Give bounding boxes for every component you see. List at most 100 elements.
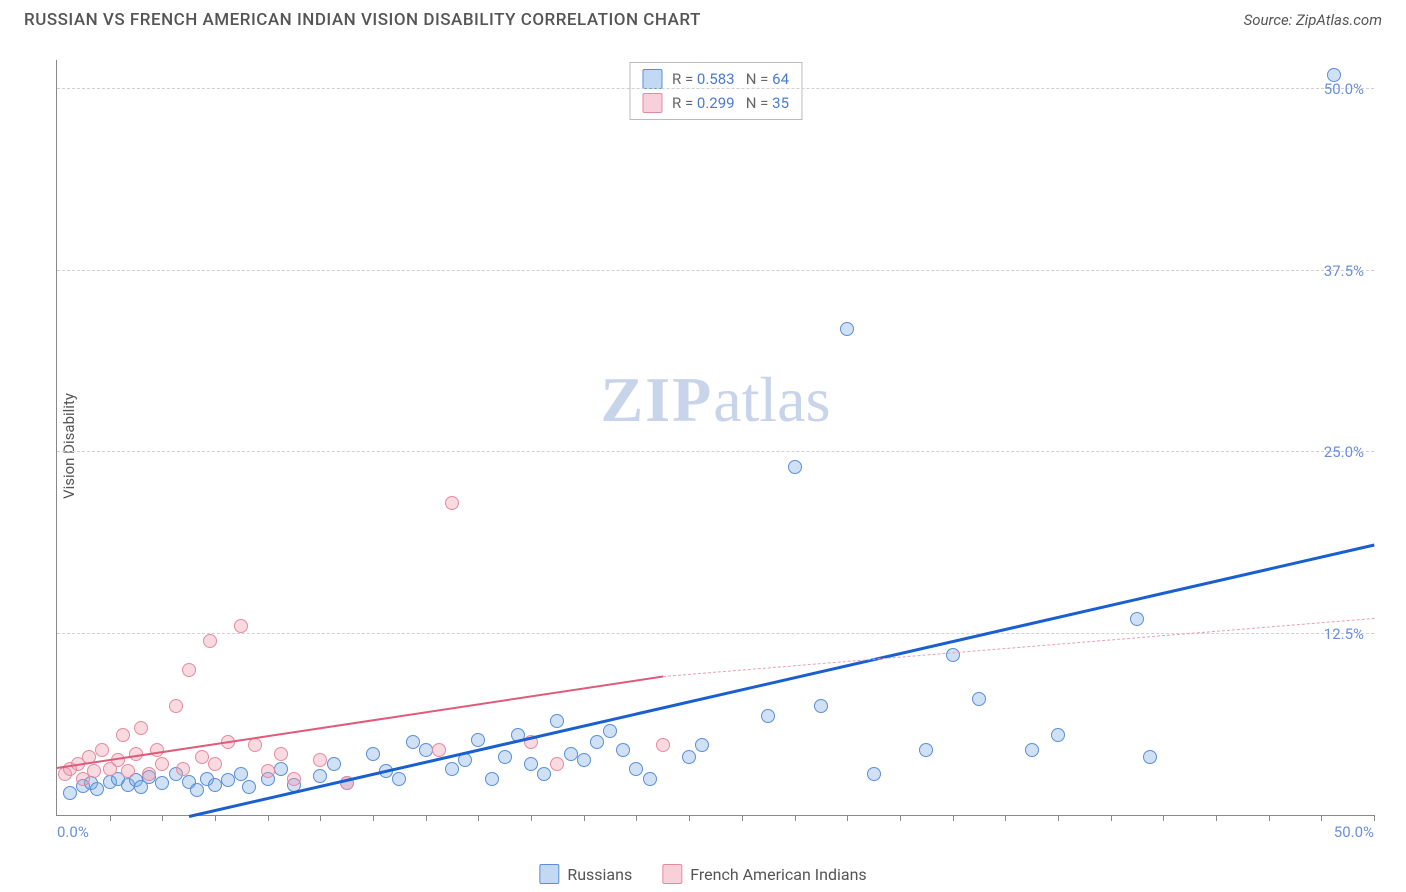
scatter-point xyxy=(840,322,854,336)
scatter-point xyxy=(116,728,130,742)
scatter-point xyxy=(142,767,156,781)
swatch-pink-icon xyxy=(662,864,682,884)
gridline xyxy=(57,270,1374,271)
scatter-point xyxy=(867,767,881,781)
scatter-point xyxy=(121,764,135,778)
xtick-label-right: 50.0% xyxy=(1334,823,1374,841)
scatter-point xyxy=(445,496,459,510)
scatter-point xyxy=(190,783,204,797)
xtick xyxy=(584,815,585,821)
swatch-blue-icon xyxy=(642,69,662,89)
scatter-point xyxy=(485,772,499,786)
bottom-legend: Russians French American Indians xyxy=(539,864,866,884)
scatter-point xyxy=(1143,750,1157,764)
swatch-blue-icon xyxy=(539,864,559,884)
xtick xyxy=(742,815,743,821)
legend-item-russians: Russians xyxy=(539,864,632,884)
xtick xyxy=(1163,815,1164,821)
chart-title: RUSSIAN VS FRENCH AMERICAN INDIAN VISION… xyxy=(24,10,701,30)
scatter-point xyxy=(221,773,235,787)
xtick xyxy=(426,815,427,821)
scatter-point xyxy=(524,757,538,771)
scatter-point xyxy=(134,721,148,735)
xtick xyxy=(1321,815,1322,821)
scatter-point xyxy=(234,619,248,633)
ytick-label: 37.5% xyxy=(1324,262,1364,280)
xtick xyxy=(478,815,479,821)
scatter-point xyxy=(208,778,222,792)
scatter-point xyxy=(287,772,301,786)
legend-label: Russians xyxy=(567,865,632,884)
legend-label: French American Indians xyxy=(690,865,866,884)
xtick xyxy=(162,815,163,821)
scatter-point xyxy=(234,767,248,781)
watermark-bold: ZIP xyxy=(601,364,714,435)
scatter-point xyxy=(87,764,101,778)
scatter-point xyxy=(419,743,433,757)
scatter-point xyxy=(261,764,275,778)
scatter-point xyxy=(590,735,604,749)
correlation-legend: R = 0.583 N = 64 R = 0.299 N = 35 xyxy=(629,62,802,120)
gridline xyxy=(57,451,1374,452)
scatter-point xyxy=(313,753,327,767)
xtick xyxy=(1374,815,1375,821)
scatter-point xyxy=(946,648,960,662)
scatter-point xyxy=(1025,743,1039,757)
scatter-point xyxy=(313,769,327,783)
xtick xyxy=(1005,815,1006,821)
gridline xyxy=(57,88,1374,89)
scatter-point xyxy=(95,743,109,757)
scatter-point xyxy=(274,762,288,776)
scatter-point xyxy=(208,757,222,771)
scatter-point xyxy=(564,747,578,761)
swatch-pink-icon xyxy=(642,93,662,113)
scatter-point xyxy=(537,767,551,781)
scatter-point xyxy=(176,762,190,776)
xtick xyxy=(110,815,111,821)
scatter-point xyxy=(814,699,828,713)
trend-line xyxy=(188,543,1374,817)
scatter-point xyxy=(788,460,802,474)
scatter-point xyxy=(498,750,512,764)
xtick xyxy=(636,815,637,821)
xtick xyxy=(1058,815,1059,821)
scatter-point xyxy=(366,747,380,761)
xtick xyxy=(268,815,269,821)
scatter-point xyxy=(656,738,670,752)
scatter-point xyxy=(919,743,933,757)
scatter-point xyxy=(445,762,459,776)
scatter-point xyxy=(90,782,104,796)
scatter-point xyxy=(682,750,696,764)
scatter-point xyxy=(248,738,262,752)
scatter-point xyxy=(643,772,657,786)
scatter-point xyxy=(203,634,217,648)
scatter-point xyxy=(155,757,169,771)
legend-item-french: French American Indians xyxy=(662,864,866,884)
xtick xyxy=(1269,815,1270,821)
ytick-label: 12.5% xyxy=(1324,625,1364,643)
watermark: ZIPatlas xyxy=(601,363,831,437)
scatter-point xyxy=(392,772,406,786)
source-label: Source: ZipAtlas.com xyxy=(1244,11,1382,29)
scatter-point xyxy=(63,786,77,800)
scatter-point xyxy=(1327,68,1341,82)
xtick-label-left: 0.0% xyxy=(57,823,89,841)
scatter-point xyxy=(471,733,485,747)
scatter-point xyxy=(761,709,775,723)
xtick xyxy=(795,815,796,821)
scatter-point xyxy=(182,663,196,677)
scatter-point xyxy=(972,692,986,706)
scatter-point xyxy=(616,743,630,757)
scatter-point xyxy=(695,738,709,752)
scatter-point xyxy=(577,753,591,767)
chart-container: Vision Disability ZIPatlas R = 0.583 N =… xyxy=(22,40,1384,852)
header: RUSSIAN VS FRENCH AMERICAN INDIAN VISION… xyxy=(0,0,1406,36)
xtick xyxy=(373,815,374,821)
scatter-point xyxy=(242,780,256,794)
scatter-point xyxy=(550,714,564,728)
watermark-light: atlas xyxy=(713,364,830,435)
xtick xyxy=(689,815,690,821)
ytick-label: 25.0% xyxy=(1324,443,1364,461)
xtick xyxy=(900,815,901,821)
scatter-point xyxy=(1051,728,1065,742)
